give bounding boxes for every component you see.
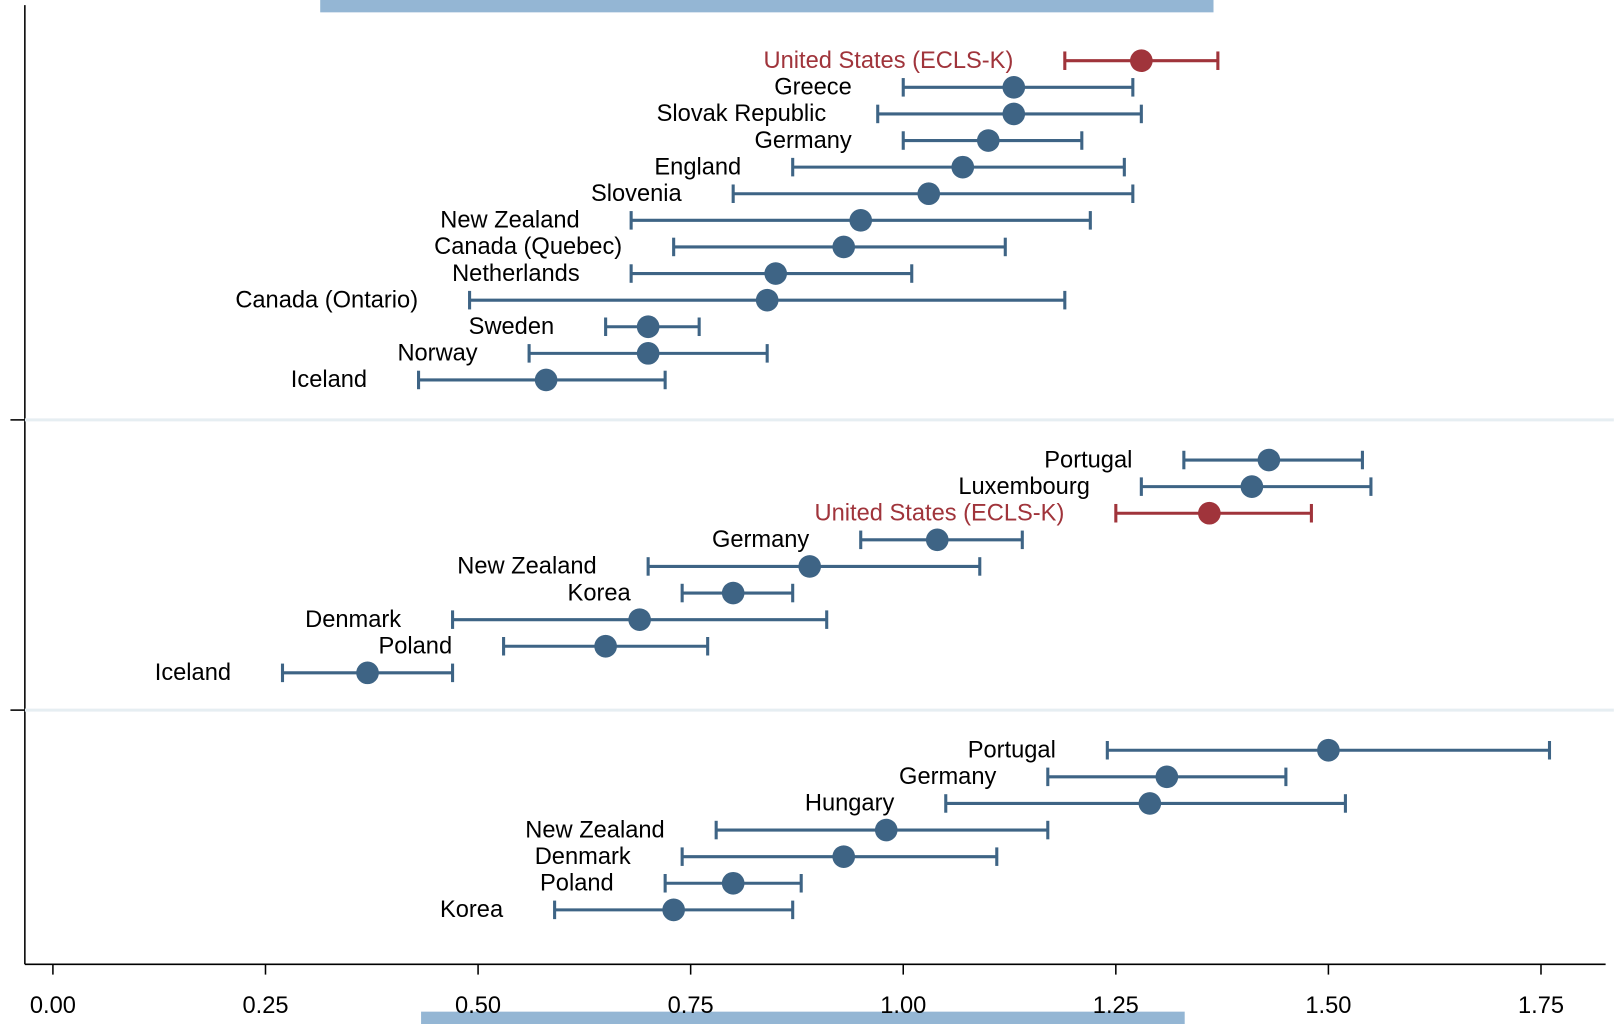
row-label: New Zealand xyxy=(525,817,664,843)
point xyxy=(832,845,856,868)
row-label: Canada (Quebec) xyxy=(434,234,622,260)
row-label: England xyxy=(654,154,741,180)
point xyxy=(798,555,822,578)
row-label: Sweden xyxy=(469,314,554,340)
row-label: Slovenia xyxy=(591,181,683,207)
point xyxy=(1155,765,1179,789)
point xyxy=(721,581,745,605)
row-label: Korea xyxy=(568,580,632,606)
row-label: Poland xyxy=(540,871,614,897)
row-label: Netherlands xyxy=(452,261,580,287)
row-label: Iceland xyxy=(291,367,367,393)
point xyxy=(594,634,617,658)
top-bar xyxy=(320,0,1214,13)
point xyxy=(1138,792,1162,815)
point xyxy=(628,608,651,631)
point xyxy=(1130,49,1153,73)
point xyxy=(1317,738,1340,762)
row-label: Portugal xyxy=(1044,447,1132,473)
row-label: Slovak Republic xyxy=(657,101,827,127)
point xyxy=(356,661,379,685)
point xyxy=(662,898,685,922)
point xyxy=(874,818,898,842)
x-tick-label: 0.25 xyxy=(242,993,288,1019)
point xyxy=(721,871,745,895)
x-tick-label: 1.25 xyxy=(1093,993,1139,1019)
x-tick-label: 1.50 xyxy=(1305,993,1351,1019)
point xyxy=(849,209,873,232)
x-tick-label: 0.50 xyxy=(455,993,501,1019)
point xyxy=(636,342,660,365)
row-label: Korea xyxy=(440,897,504,923)
row-label: Norway xyxy=(397,341,477,367)
row-label: Luxembourg xyxy=(958,474,1090,500)
row-label: Germany xyxy=(712,527,809,553)
row-label: Germany xyxy=(899,764,996,790)
x-tick-label: 1.00 xyxy=(880,993,926,1019)
point xyxy=(925,528,949,552)
point xyxy=(976,129,1000,152)
point xyxy=(1257,448,1281,472)
row-label: Denmark xyxy=(535,844,631,870)
row-label: Iceland xyxy=(155,660,231,686)
row-label: Portugal xyxy=(968,738,1056,764)
point xyxy=(764,262,788,285)
point xyxy=(1002,102,1026,126)
row-label: New Zealand xyxy=(457,554,596,580)
row-label: United States (ECLS-K) xyxy=(764,48,1014,74)
row-label: Greece xyxy=(774,75,852,101)
point xyxy=(1198,501,1221,525)
point xyxy=(1002,76,1026,99)
x-tick-label: 0.75 xyxy=(668,993,714,1019)
x-tick-label: 1.75 xyxy=(1518,993,1564,1019)
point xyxy=(636,315,660,339)
bottom-bar xyxy=(421,1011,1185,1024)
x-tick-label: 0.00 xyxy=(30,993,76,1019)
row-label: Canada (Ontario) xyxy=(235,287,418,313)
point xyxy=(832,235,856,259)
point xyxy=(917,182,941,206)
row-label: Hungary xyxy=(805,791,895,817)
row-label: Poland xyxy=(378,634,452,660)
row-label: United States (ECLS-K) xyxy=(815,501,1065,527)
point xyxy=(951,155,975,179)
row-label: Denmark xyxy=(305,607,401,633)
row-label: Germany xyxy=(754,128,851,154)
point xyxy=(1240,475,1264,498)
point xyxy=(755,288,779,312)
row-label: New Zealand xyxy=(440,208,579,234)
point xyxy=(534,368,558,392)
